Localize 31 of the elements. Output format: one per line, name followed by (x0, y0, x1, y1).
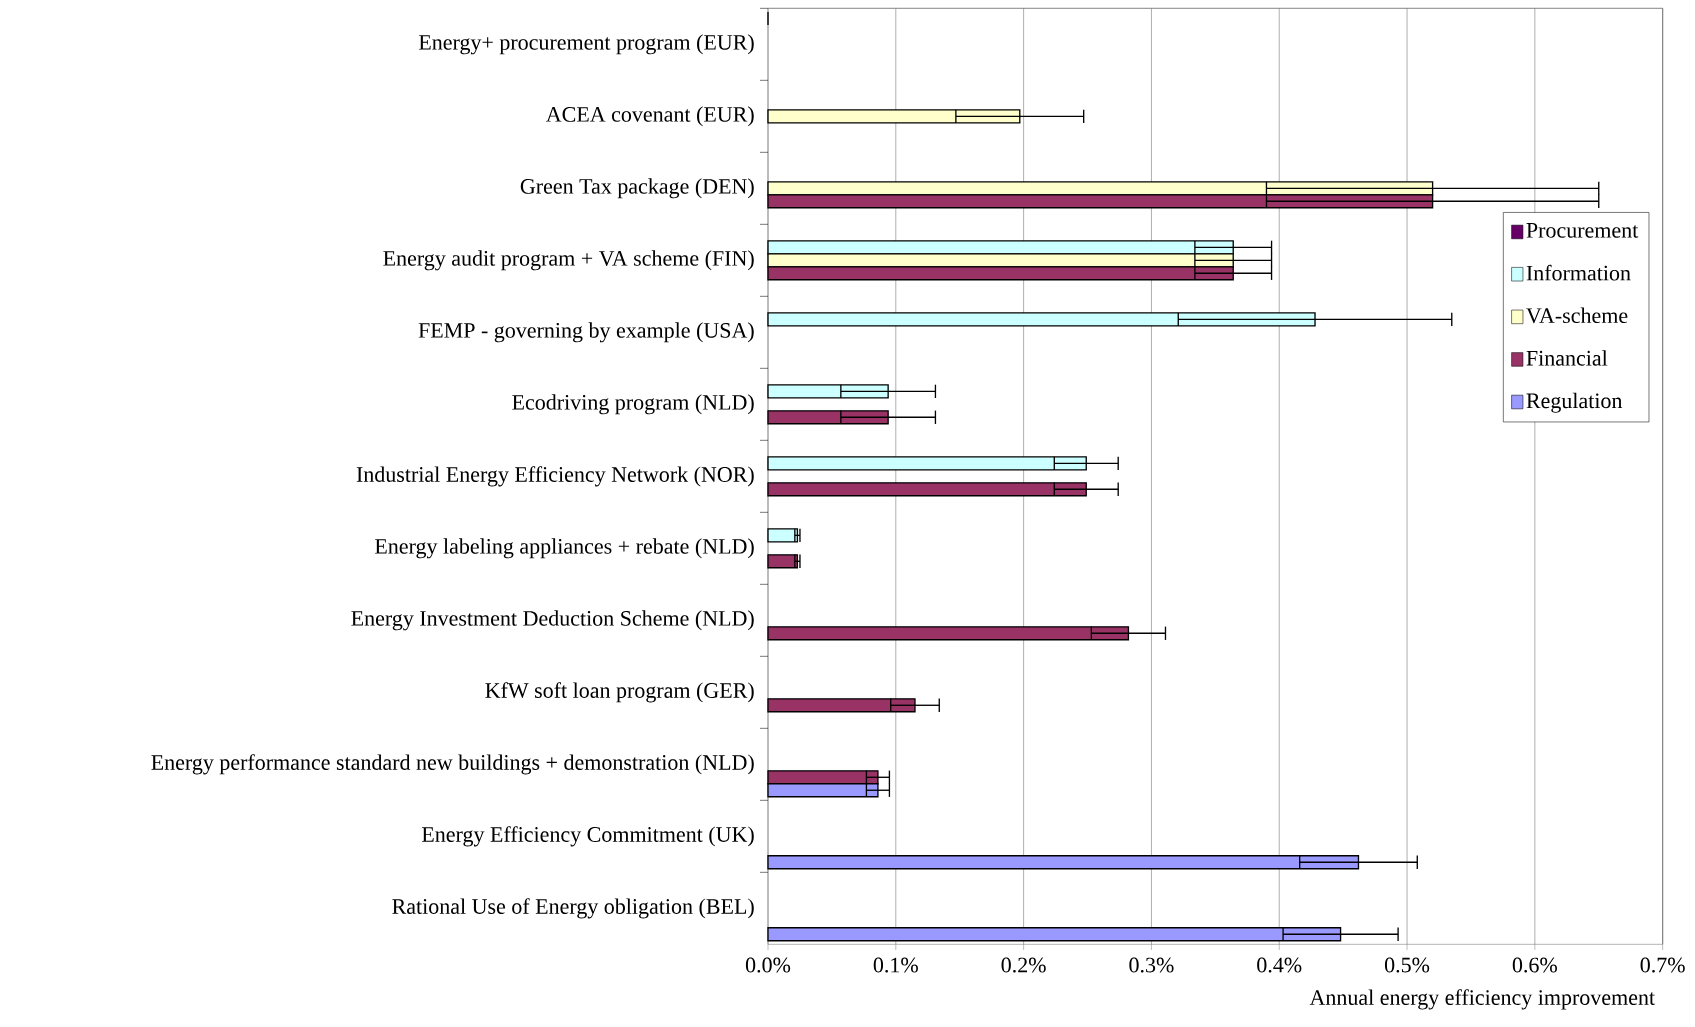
y-tick-label: Energy performance standard new buildings + demonstration (NLD) (151, 754, 754, 775)
x-tick-label: 0.2% (1001, 957, 1046, 973)
legend-label: VA-scheme (1526, 307, 1628, 324)
bar (767, 109, 1021, 124)
y-tick-label: Energy audit program + VA scheme (FIN) (383, 250, 754, 271)
y-tick-label: Energy+ procurement program (EUR) (418, 34, 754, 55)
y-tick-label: Energy labeling appliances + rebate (NLD) (374, 538, 754, 559)
y-tick-label: ACEA covenant (EUR) (545, 106, 754, 127)
y-tick-label: Rational Use of Energy obligation (BEL) (392, 898, 754, 919)
x-tick-label: 0.3% (1129, 957, 1174, 973)
legend-label: Information (1526, 264, 1631, 281)
x-tick-label: 0.7% (1640, 957, 1685, 973)
x-tick-label: 0.4% (1257, 957, 1302, 973)
y-tick-label: Energy Investment Deduction Scheme (NLD) (351, 610, 754, 631)
legend-label: Financial (1526, 350, 1608, 366)
y-tick-label: KfW soft loan program (GER) (485, 682, 754, 703)
x-tick-label: 0.6% (1512, 957, 1557, 973)
x-tick-label: 0.5% (1384, 957, 1430, 973)
x-axis-title: Annual energy efficiency improvement (1309, 989, 1655, 1010)
y-tick-label: Industrial Energy Efficiency Network (NOR) (356, 466, 754, 487)
y-tick-label: Energy Efficiency Commitment (UK) (421, 826, 754, 847)
x-tick-label: 0.1% (873, 957, 918, 973)
y-tick-label: FEMP - governing by example (USA) (418, 322, 754, 343)
legend-label: Procurement (1526, 223, 1639, 238)
bar (767, 554, 799, 569)
y-tick-label: Ecodriving program (NLD) (512, 394, 754, 415)
bar (767, 528, 799, 543)
x-tick-label: 0.0% (745, 957, 791, 973)
bar (767, 927, 1342, 942)
legend-label: Regulation (1526, 392, 1623, 413)
y-tick-label: Green Tax package (DEN) (520, 178, 754, 199)
